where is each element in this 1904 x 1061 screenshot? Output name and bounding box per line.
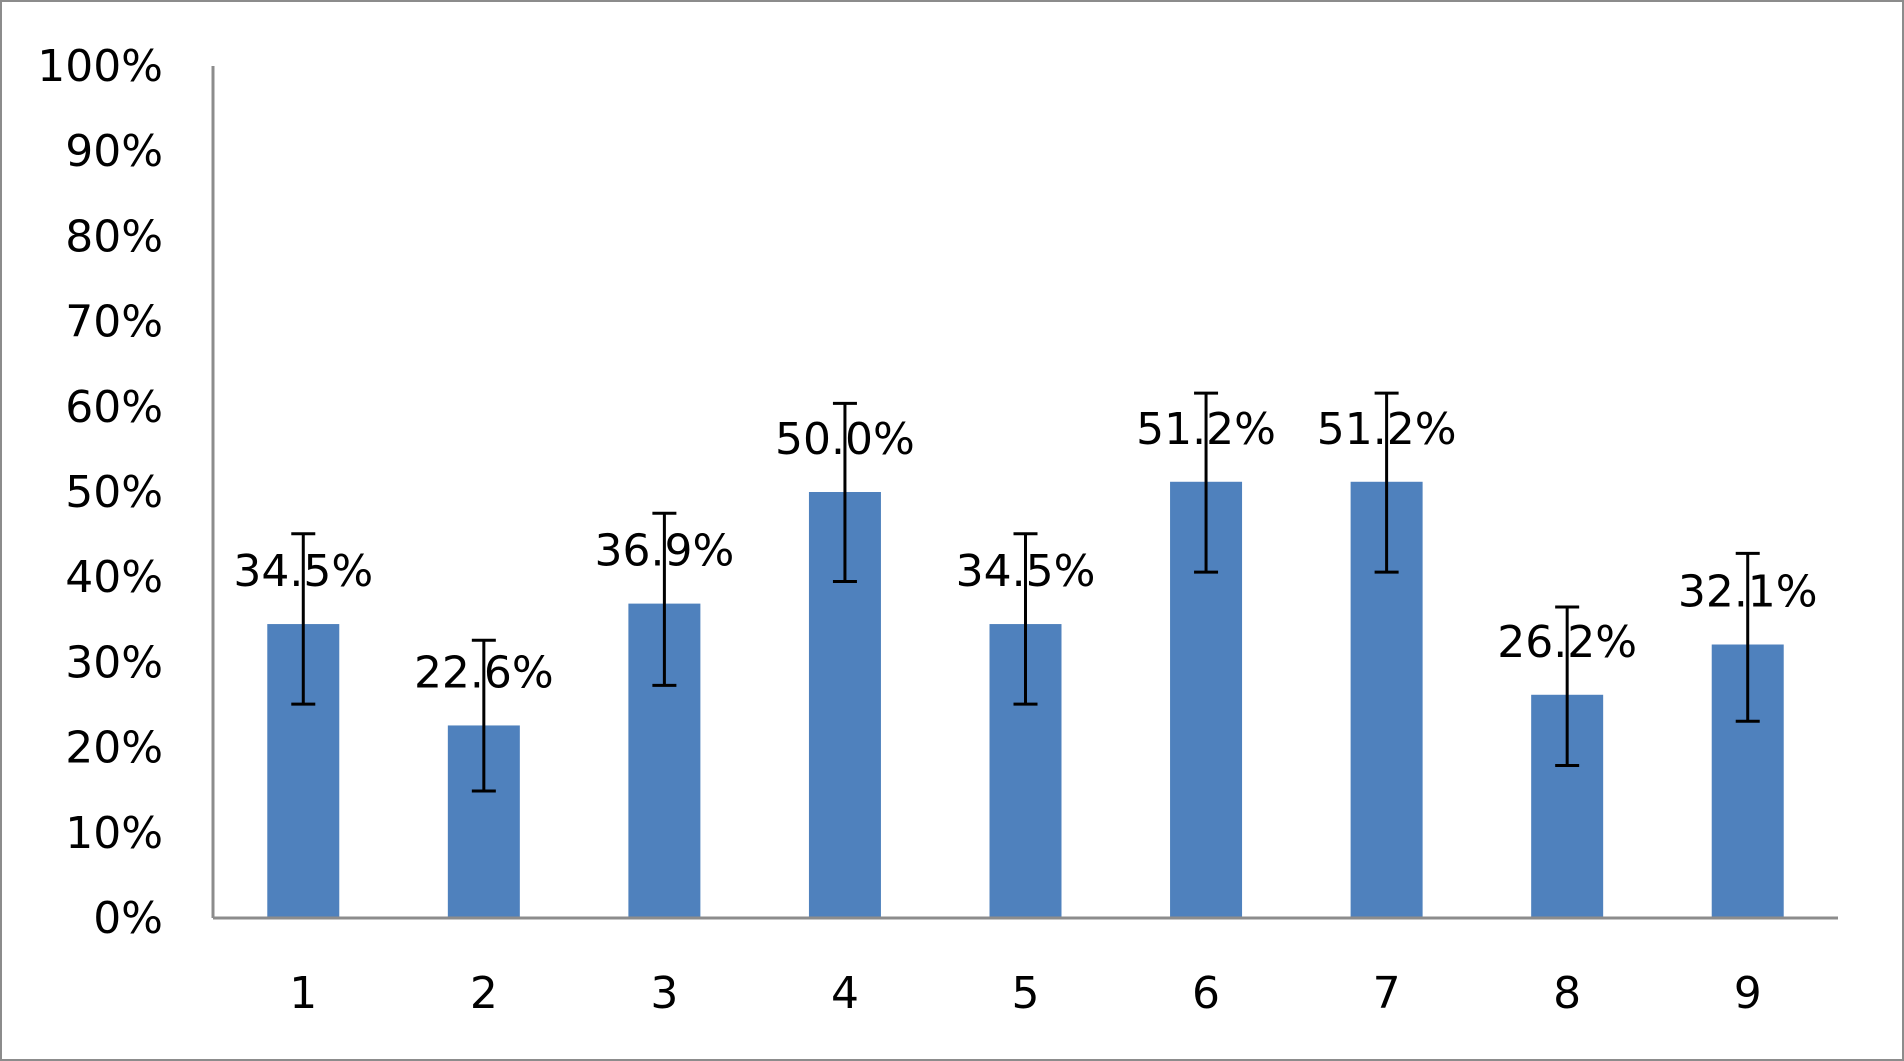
y-tick-label: 10% [65, 808, 163, 859]
error-bar [1013, 532, 1038, 706]
y-tick-label: 30% [65, 637, 163, 688]
error-bar [652, 511, 677, 687]
x-tick-label: 2 [470, 968, 498, 1019]
data-label: 34.5% [233, 546, 373, 597]
data-label: 51.2% [1136, 404, 1276, 455]
x-tick-label: 6 [1192, 968, 1220, 1019]
y-tick-label: 0% [93, 893, 163, 944]
error-bar [1735, 551, 1760, 723]
error-bar [1374, 391, 1399, 574]
error-bars [291, 391, 1760, 793]
y-tick-label: 50% [65, 467, 163, 518]
data-label: 32.1% [1678, 567, 1818, 618]
data-label: 50.0% [775, 414, 915, 465]
y-tick-label: 80% [65, 211, 163, 262]
x-tick-label: 5 [1012, 968, 1040, 1019]
error-bar [291, 532, 316, 706]
y-tick-label: 100% [37, 41, 163, 92]
y-tick-label: 40% [65, 552, 163, 603]
data-label: 36.9% [594, 526, 734, 577]
error-bar [832, 401, 857, 583]
y-tick-label: 70% [65, 297, 163, 348]
x-axis-tick-labels: 1 2 3 4 5 6 7 8 9 [289, 968, 1761, 1019]
data-label: 22.6% [414, 647, 554, 698]
axes [211, 66, 1838, 920]
y-tick-label: 60% [65, 382, 163, 433]
error-bar [1194, 391, 1219, 574]
y-tick-label: 90% [65, 126, 163, 177]
x-tick-label: 8 [1553, 968, 1581, 1019]
data-label: 51.2% [1317, 404, 1457, 455]
error-bar [471, 638, 496, 793]
data-label: 26.2% [1497, 617, 1637, 668]
x-tick-label: 9 [1734, 968, 1762, 1019]
x-tick-label: 3 [650, 968, 678, 1019]
data-labels: 34.5% 22.6% 36.9% 50.0% 34.5% 51.2% 51.2% 26.2%… [233, 404, 1817, 699]
data-label: 34.5% [956, 546, 1096, 597]
x-tick-label: 1 [289, 968, 317, 1019]
error-bar [1555, 605, 1580, 767]
x-tick-label: 7 [1373, 968, 1401, 1019]
x-tick-label: 4 [831, 968, 859, 1019]
y-axis-tick-labels: 0% 10% 20% 30% 40% 50% 60% 70% 80% 90% 100% [37, 41, 163, 944]
y-tick-label: 20% [65, 723, 163, 774]
